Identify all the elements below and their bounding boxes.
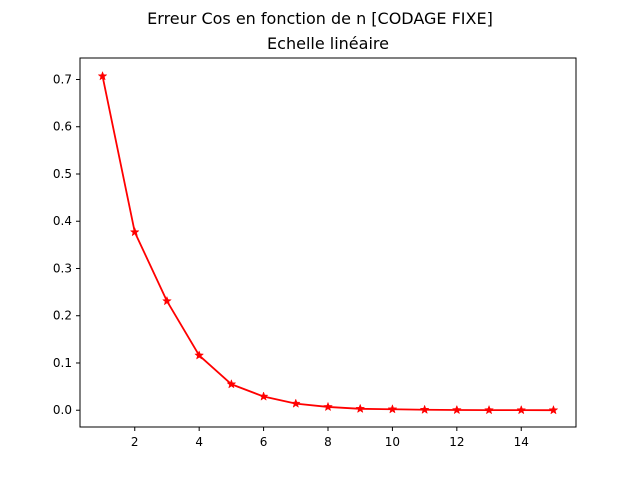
y-tick-label: 0.1 — [53, 356, 72, 370]
series-layer — [97, 70, 559, 415]
data-point-star — [484, 404, 494, 415]
y-tick-label: 0.0 — [53, 403, 72, 417]
data-point-star — [97, 70, 108, 81]
data-point-star — [548, 404, 559, 415]
x-tick-label: 2 — [131, 435, 139, 449]
y-tick-label: 0.4 — [53, 214, 72, 228]
x-tick-label: 12 — [449, 435, 464, 449]
x-tick-label: 10 — [385, 435, 400, 449]
x-tick-label: 14 — [514, 435, 529, 449]
data-point-star — [419, 404, 430, 414]
data-point-star — [387, 404, 398, 414]
data-point-star — [323, 401, 333, 412]
x-tick-label: 6 — [260, 435, 268, 449]
y-tick-label: 0.6 — [53, 120, 72, 134]
plot-area-frame — [79, 57, 577, 428]
data-point-star — [258, 391, 269, 401]
y-tick-label: 0.2 — [53, 309, 72, 323]
x-tick-label: 8 — [324, 435, 332, 449]
x-tick-label: 4 — [195, 435, 203, 449]
data-point-star — [516, 404, 527, 415]
data-point-star — [451, 404, 462, 415]
data-point-star — [226, 379, 237, 389]
y-tick-label: 0.5 — [53, 167, 72, 181]
data-point-star — [129, 226, 140, 237]
data-point-star — [194, 350, 205, 360]
chart-title: Erreur Cos en fonction de n [CODAGE FIXE… — [147, 9, 493, 28]
data-point-star — [162, 295, 172, 306]
ticks-layer: 2 4 6 8 10 12 14 0.0 0.1 0.2 0.3 0.4 0.5 0.6 0.7 — [53, 72, 529, 449]
y-tick-label: 0.7 — [53, 72, 72, 86]
y-tick-label: 0.3 — [53, 261, 72, 275]
chart-subtitle: Echelle linéaire — [267, 34, 389, 53]
data-point-star — [355, 403, 366, 414]
data-point-star — [290, 398, 301, 408]
